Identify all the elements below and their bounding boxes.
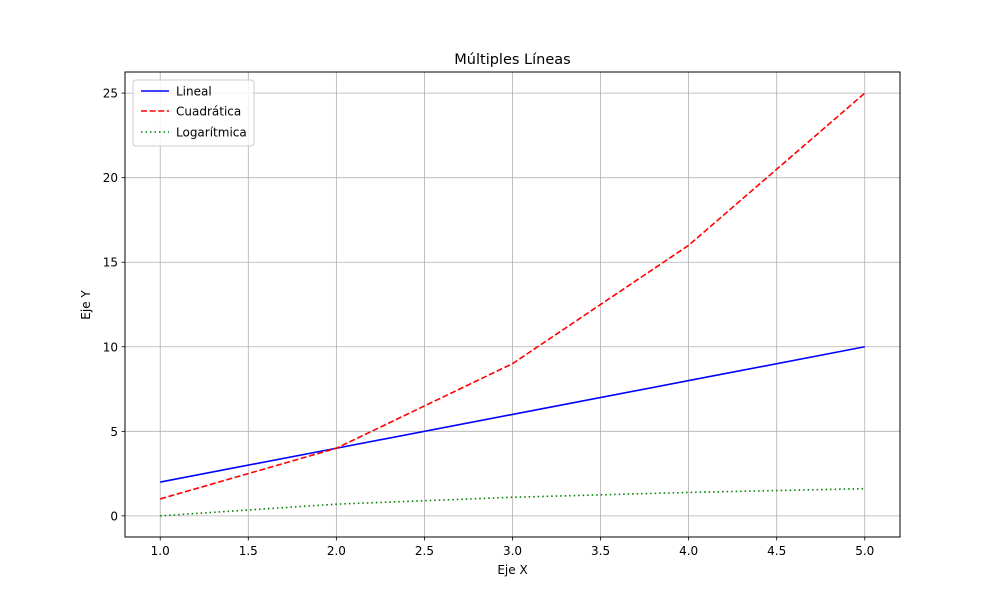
x-tick-label: 1.5 xyxy=(239,544,258,558)
plot-lines xyxy=(160,92,866,517)
y-tick-label: 20 xyxy=(103,171,118,185)
series-line-0 xyxy=(160,345,865,483)
x-tick-label: 2.5 xyxy=(415,544,434,558)
x-tick-label: 5.0 xyxy=(855,544,874,558)
x-tick-label: 3.5 xyxy=(591,544,610,558)
legend-box xyxy=(132,79,255,147)
legend-label-lineal: Lineal xyxy=(176,85,212,99)
x-axis-ticks: 1.0 1.5 2.0 2.5 3.0 3.5 4.0 4.5 5.0 xyxy=(151,537,874,558)
y-axis-title: Eje Y xyxy=(79,290,93,320)
chart-title: Múltiples Líneas xyxy=(454,52,570,68)
x-tick-label: 3.0 xyxy=(503,544,522,558)
x-tick-label: 1.0 xyxy=(151,544,170,558)
x-tick-label: 4.5 xyxy=(767,544,786,558)
y-tick-label: 0 xyxy=(110,509,118,523)
y-axis-ticks: 0 5 10 15 20 25 xyxy=(103,87,125,523)
grid xyxy=(125,72,900,537)
x-tick-label: 4.0 xyxy=(679,544,698,558)
y-tick-label: 25 xyxy=(103,87,118,101)
y-tick-label: 5 xyxy=(110,425,118,439)
x-tick-label: 2.0 xyxy=(327,544,346,558)
series-line-2 xyxy=(160,487,865,517)
x-axis-title: Eje X xyxy=(497,563,527,577)
y-tick-label: 10 xyxy=(103,340,118,354)
legend-label-cuadratica: Cuadrática xyxy=(176,105,241,119)
y-tick-label: 15 xyxy=(103,256,118,270)
legend-label-logaritmica: Logarítmica xyxy=(176,126,247,140)
legend: Lineal Cuadrática Logarítmica xyxy=(132,79,255,147)
series-line-1 xyxy=(160,92,866,500)
